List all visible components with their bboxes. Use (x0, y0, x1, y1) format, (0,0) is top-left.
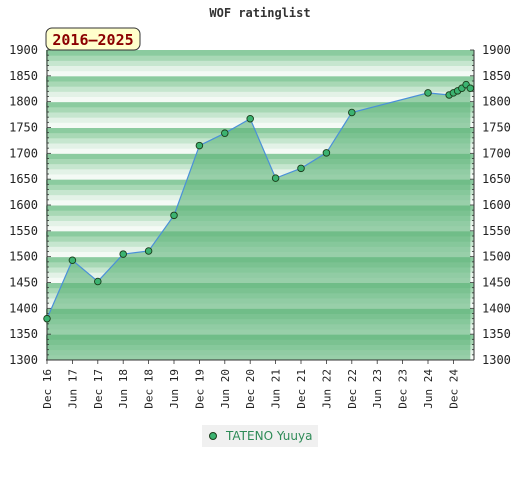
marks-layer (43, 80, 475, 323)
x-tick-label: Jun 17 (66, 369, 79, 409)
x-tick-label: Dec 21 (295, 369, 308, 409)
data-point (297, 164, 305, 173)
data-point (170, 211, 178, 220)
data-point (68, 256, 77, 265)
background-band (46, 117, 474, 123)
y-tick-label-left: 1600 (9, 198, 38, 212)
background-band (46, 101, 474, 108)
y-tick-label-left: 1700 (9, 146, 38, 160)
y-tick-label-right: 1500 (482, 250, 511, 264)
y-tick-label-right: 1850 (482, 69, 511, 83)
chart-title: WOF ratinglist (209, 6, 310, 20)
y-tick-label-right: 1700 (482, 146, 511, 160)
x-tick-label: Dec 19 (193, 369, 206, 409)
data-point (144, 247, 153, 255)
x-tick-label: Jun 20 (219, 369, 232, 409)
y-tick-label-left: 1800 (9, 95, 38, 109)
legend-label: TATENO Yuuya (225, 429, 312, 443)
x-tick-label: Dec 17 (92, 369, 105, 409)
y-tick-label-right: 1900 (482, 43, 511, 57)
y-tick-label-right: 1600 (482, 198, 511, 212)
background-band (46, 112, 474, 118)
background-band (46, 55, 474, 61)
data-point (246, 114, 254, 123)
background-band (46, 132, 474, 139)
background-band (46, 70, 474, 77)
background-band (46, 81, 474, 87)
y-tick-label-right: 1350 (482, 327, 511, 341)
x-tick-label: Dec 24 (447, 369, 460, 409)
x-tick-label: Jun 21 (270, 369, 283, 409)
x-tick-label: Jun 18 (117, 369, 130, 409)
data-point (466, 84, 475, 92)
axes-layer (46, 49, 475, 364)
y-tick-label-left: 1300 (9, 353, 38, 367)
background-band (46, 96, 474, 103)
y-tick-label-right: 1650 (482, 172, 511, 186)
x-tick-label: Jun 22 (320, 369, 333, 409)
data-point (322, 149, 331, 157)
legend-marker (209, 432, 217, 440)
data-point (43, 314, 51, 323)
y-tick-label-left: 1900 (9, 43, 38, 57)
data-point (119, 250, 127, 258)
x-tick-label: Dec 22 (346, 369, 359, 409)
background-band (46, 60, 474, 66)
x-tick-label: Jun 23 (371, 369, 384, 409)
background-band (46, 75, 474, 82)
background-band (46, 86, 474, 92)
background-band (46, 91, 474, 97)
y-tick-label-right: 1300 (482, 353, 511, 367)
y-tick-label-left: 1550 (9, 224, 38, 238)
period-badge-text: 2016–2025 (52, 31, 133, 49)
background-band (46, 127, 474, 134)
x-tick-label: Dec 16 (41, 369, 54, 409)
data-point (221, 129, 229, 137)
y-tick-label-right: 1750 (482, 121, 511, 135)
y-tick-label-right: 1450 (482, 276, 511, 290)
y-tick-label-left: 1400 (9, 301, 38, 315)
data-point (348, 108, 356, 117)
labels-layer: 1300 1300 1350 1350 1400 1400 1450 1450 1500 1500… (9, 43, 511, 409)
y-tick-label-left: 1750 (9, 121, 38, 135)
x-tick-label: Jun 24 (422, 369, 435, 409)
y-tick-label-left: 1350 (9, 327, 38, 341)
data-point (271, 174, 280, 182)
y-tick-label-right: 1400 (482, 301, 511, 315)
y-tick-label-left: 1450 (9, 276, 38, 290)
y-tick-label-right: 1550 (482, 224, 511, 238)
period-badge: 2016–2025 (45, 27, 141, 51)
background-band (46, 65, 474, 72)
y-tick-label-left: 1650 (9, 172, 38, 186)
area-layer (47, 84, 471, 360)
x-tick-label: Dec 23 (397, 369, 410, 409)
y-tick-label-right: 1800 (482, 95, 511, 109)
period-badge-box (45, 27, 141, 51)
data-point (195, 141, 204, 150)
legend: TATENO Yuuya (202, 425, 318, 447)
legend-box (202, 425, 318, 447)
background-band (46, 122, 474, 128)
y-tick-label-left: 1850 (9, 69, 38, 83)
x-tick-label: Dec 18 (143, 369, 156, 409)
series-area-fill (47, 84, 471, 360)
data-point (94, 277, 102, 286)
background-band (46, 106, 474, 113)
data-point (424, 89, 432, 97)
background-band (46, 50, 474, 56)
x-tick-label: Dec 20 (244, 369, 257, 409)
x-tick-label: Jun 19 (168, 369, 181, 409)
y-tick-label-left: 1500 (9, 250, 38, 264)
